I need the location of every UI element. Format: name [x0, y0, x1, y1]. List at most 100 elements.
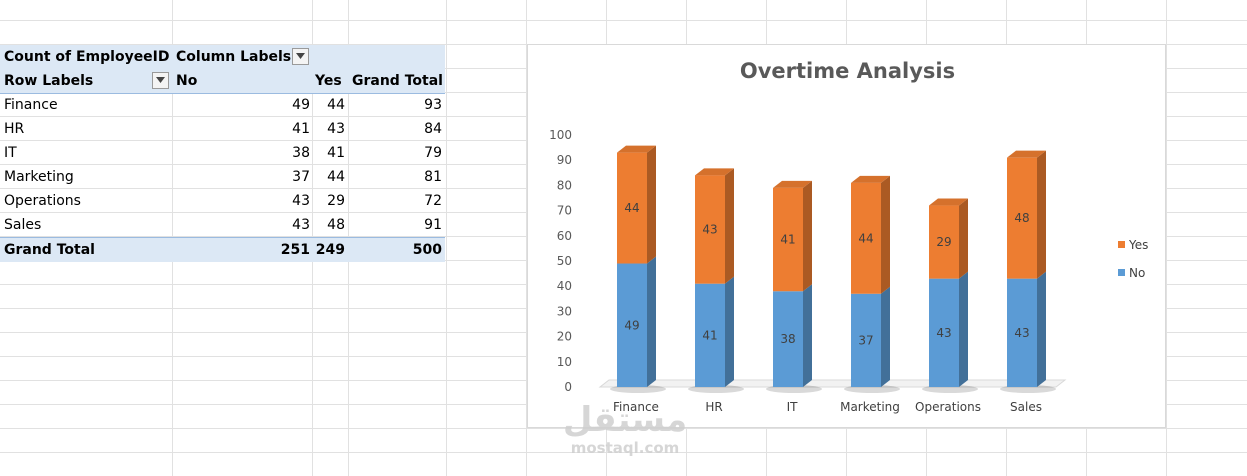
- y-tick-label: 10: [557, 355, 572, 369]
- data-label: 44: [624, 201, 639, 215]
- bar-yes-top: [773, 180, 812, 188]
- bar-yes-front: [851, 182, 881, 294]
- bar-yes-front: [617, 152, 647, 264]
- y-tick-label: 30: [557, 304, 572, 318]
- bar-yes-side: [959, 198, 968, 279]
- pivot-row: Sales 43 48 91: [0, 213, 445, 237]
- count-label: Count of EmployeeID: [4, 49, 170, 65]
- y-tick-label: 50: [557, 254, 572, 268]
- column-header-no: No: [176, 73, 198, 89]
- bar-no-side: [1037, 271, 1046, 387]
- row-label: Finance: [4, 97, 58, 113]
- column-labels-label: Column Labels: [176, 49, 292, 65]
- legend-label-no: No: [1129, 266, 1145, 280]
- pivot-row: Finance 49 44 93: [0, 93, 445, 117]
- legend-swatch-yes: [1118, 241, 1125, 248]
- bar-no-front: [929, 278, 959, 387]
- bar-no-front: [851, 293, 881, 387]
- bar-no-front: [1007, 278, 1037, 387]
- value-yes: 44: [327, 169, 345, 185]
- y-tick-label: 100: [549, 128, 572, 142]
- value-total: 93: [424, 97, 442, 113]
- watermark-arabic: مستقل: [562, 400, 688, 440]
- value-yes: 43: [327, 121, 345, 137]
- chart-title: Overtime Analysis: [739, 59, 956, 83]
- pivot-row: Operations 43 29 72: [0, 189, 445, 213]
- data-label: 41: [702, 328, 717, 342]
- pivot-row: IT 38 41 79: [0, 141, 445, 165]
- bar-no-side: [881, 286, 890, 387]
- data-label: 49: [624, 318, 639, 332]
- data-label: 37: [858, 333, 873, 347]
- bar-yes-front: [773, 187, 803, 292]
- value-total: 72: [424, 193, 442, 209]
- value-yes: 41: [327, 145, 345, 161]
- data-label: 43: [936, 326, 951, 340]
- grand-total-total: 500: [412, 242, 442, 258]
- data-label: 44: [858, 231, 873, 245]
- y-tick-label: 80: [557, 178, 572, 192]
- chart-floor: [598, 379, 1067, 388]
- bar-yes-top: [617, 145, 656, 153]
- bar-yes-side: [1037, 150, 1046, 279]
- y-tick-label: 0: [564, 380, 572, 394]
- x-category-label: Marketing: [840, 400, 900, 414]
- dropdown-filter-icon[interactable]: [292, 48, 309, 65]
- bar-no-side: [959, 271, 968, 387]
- value-no: 43: [292, 193, 310, 209]
- value-yes: 44: [327, 97, 345, 113]
- row-label: Operations: [4, 193, 81, 209]
- value-total: 81: [424, 169, 442, 185]
- row-label: Sales: [4, 217, 42, 233]
- legend-swatch-no: [1118, 269, 1125, 276]
- legend-label-yes: Yes: [1128, 238, 1148, 252]
- y-tick-label: 60: [557, 229, 572, 243]
- watermark-latin: mostaql.com: [570, 439, 680, 457]
- bar-yes-front: [1007, 157, 1037, 279]
- value-no: 43: [292, 217, 310, 233]
- value-no: 41: [292, 121, 310, 137]
- x-category-label: HR: [705, 400, 722, 414]
- data-label: 38: [780, 332, 795, 346]
- chart-plot: 0 10 20 30 40 50 60 70 80 90 100 49 44 Finance 41 43 HR 3…: [549, 128, 1148, 414]
- dropdown-filter-icon[interactable]: [152, 72, 169, 89]
- data-label: 48: [1014, 211, 1029, 225]
- bar-no-front: [617, 263, 647, 387]
- value-total: 91: [424, 217, 442, 233]
- value-no: 38: [292, 145, 310, 161]
- bar-yes-top: [929, 198, 968, 206]
- pivot-row: Marketing 37 44 81: [0, 165, 445, 189]
- bar-no-side: [647, 256, 656, 387]
- bar-yes-top: [851, 175, 890, 183]
- data-label: 43: [702, 223, 717, 237]
- row-label: IT: [4, 145, 17, 161]
- row-label: Marketing: [4, 169, 74, 185]
- value-no: 49: [292, 97, 310, 113]
- value-no: 37: [292, 169, 310, 185]
- x-category-label: IT: [787, 400, 799, 414]
- pivot-header-row: Count of EmployeeID Column Labels: [0, 45, 445, 69]
- data-label: 41: [780, 233, 795, 247]
- grand-total-yes: 249: [315, 242, 345, 258]
- grand-total-row: Grand Total 251 249 500: [0, 237, 445, 262]
- bar-yes-front: [929, 205, 959, 279]
- bar-yes-front: [695, 175, 725, 284]
- value-yes: 48: [327, 217, 345, 233]
- bar-no-front: [773, 291, 803, 387]
- y-tick-label: 20: [557, 330, 572, 344]
- x-category-label: Sales: [1010, 400, 1042, 414]
- column-header-yes: Yes: [315, 73, 342, 89]
- overtime-chart[interactable]: Overtime Analysis 0 10 20 30 40 50 60 70 80 90 100…: [527, 44, 1166, 428]
- bar-no-side: [725, 276, 734, 387]
- bar-yes-side: [803, 180, 812, 292]
- value-total: 84: [424, 121, 442, 137]
- pivot-row: HR 41 43 84: [0, 117, 445, 141]
- row-labels-label: Row Labels: [4, 73, 94, 89]
- grand-total-no: 251: [280, 242, 310, 258]
- pivot-subheader-row: Row Labels No Yes Grand Total: [0, 69, 445, 94]
- y-tick-label: 90: [557, 153, 572, 167]
- value-yes: 29: [327, 193, 345, 209]
- data-label: 29: [936, 235, 951, 249]
- row-label: HR: [4, 121, 25, 137]
- bar-yes-side: [725, 168, 734, 284]
